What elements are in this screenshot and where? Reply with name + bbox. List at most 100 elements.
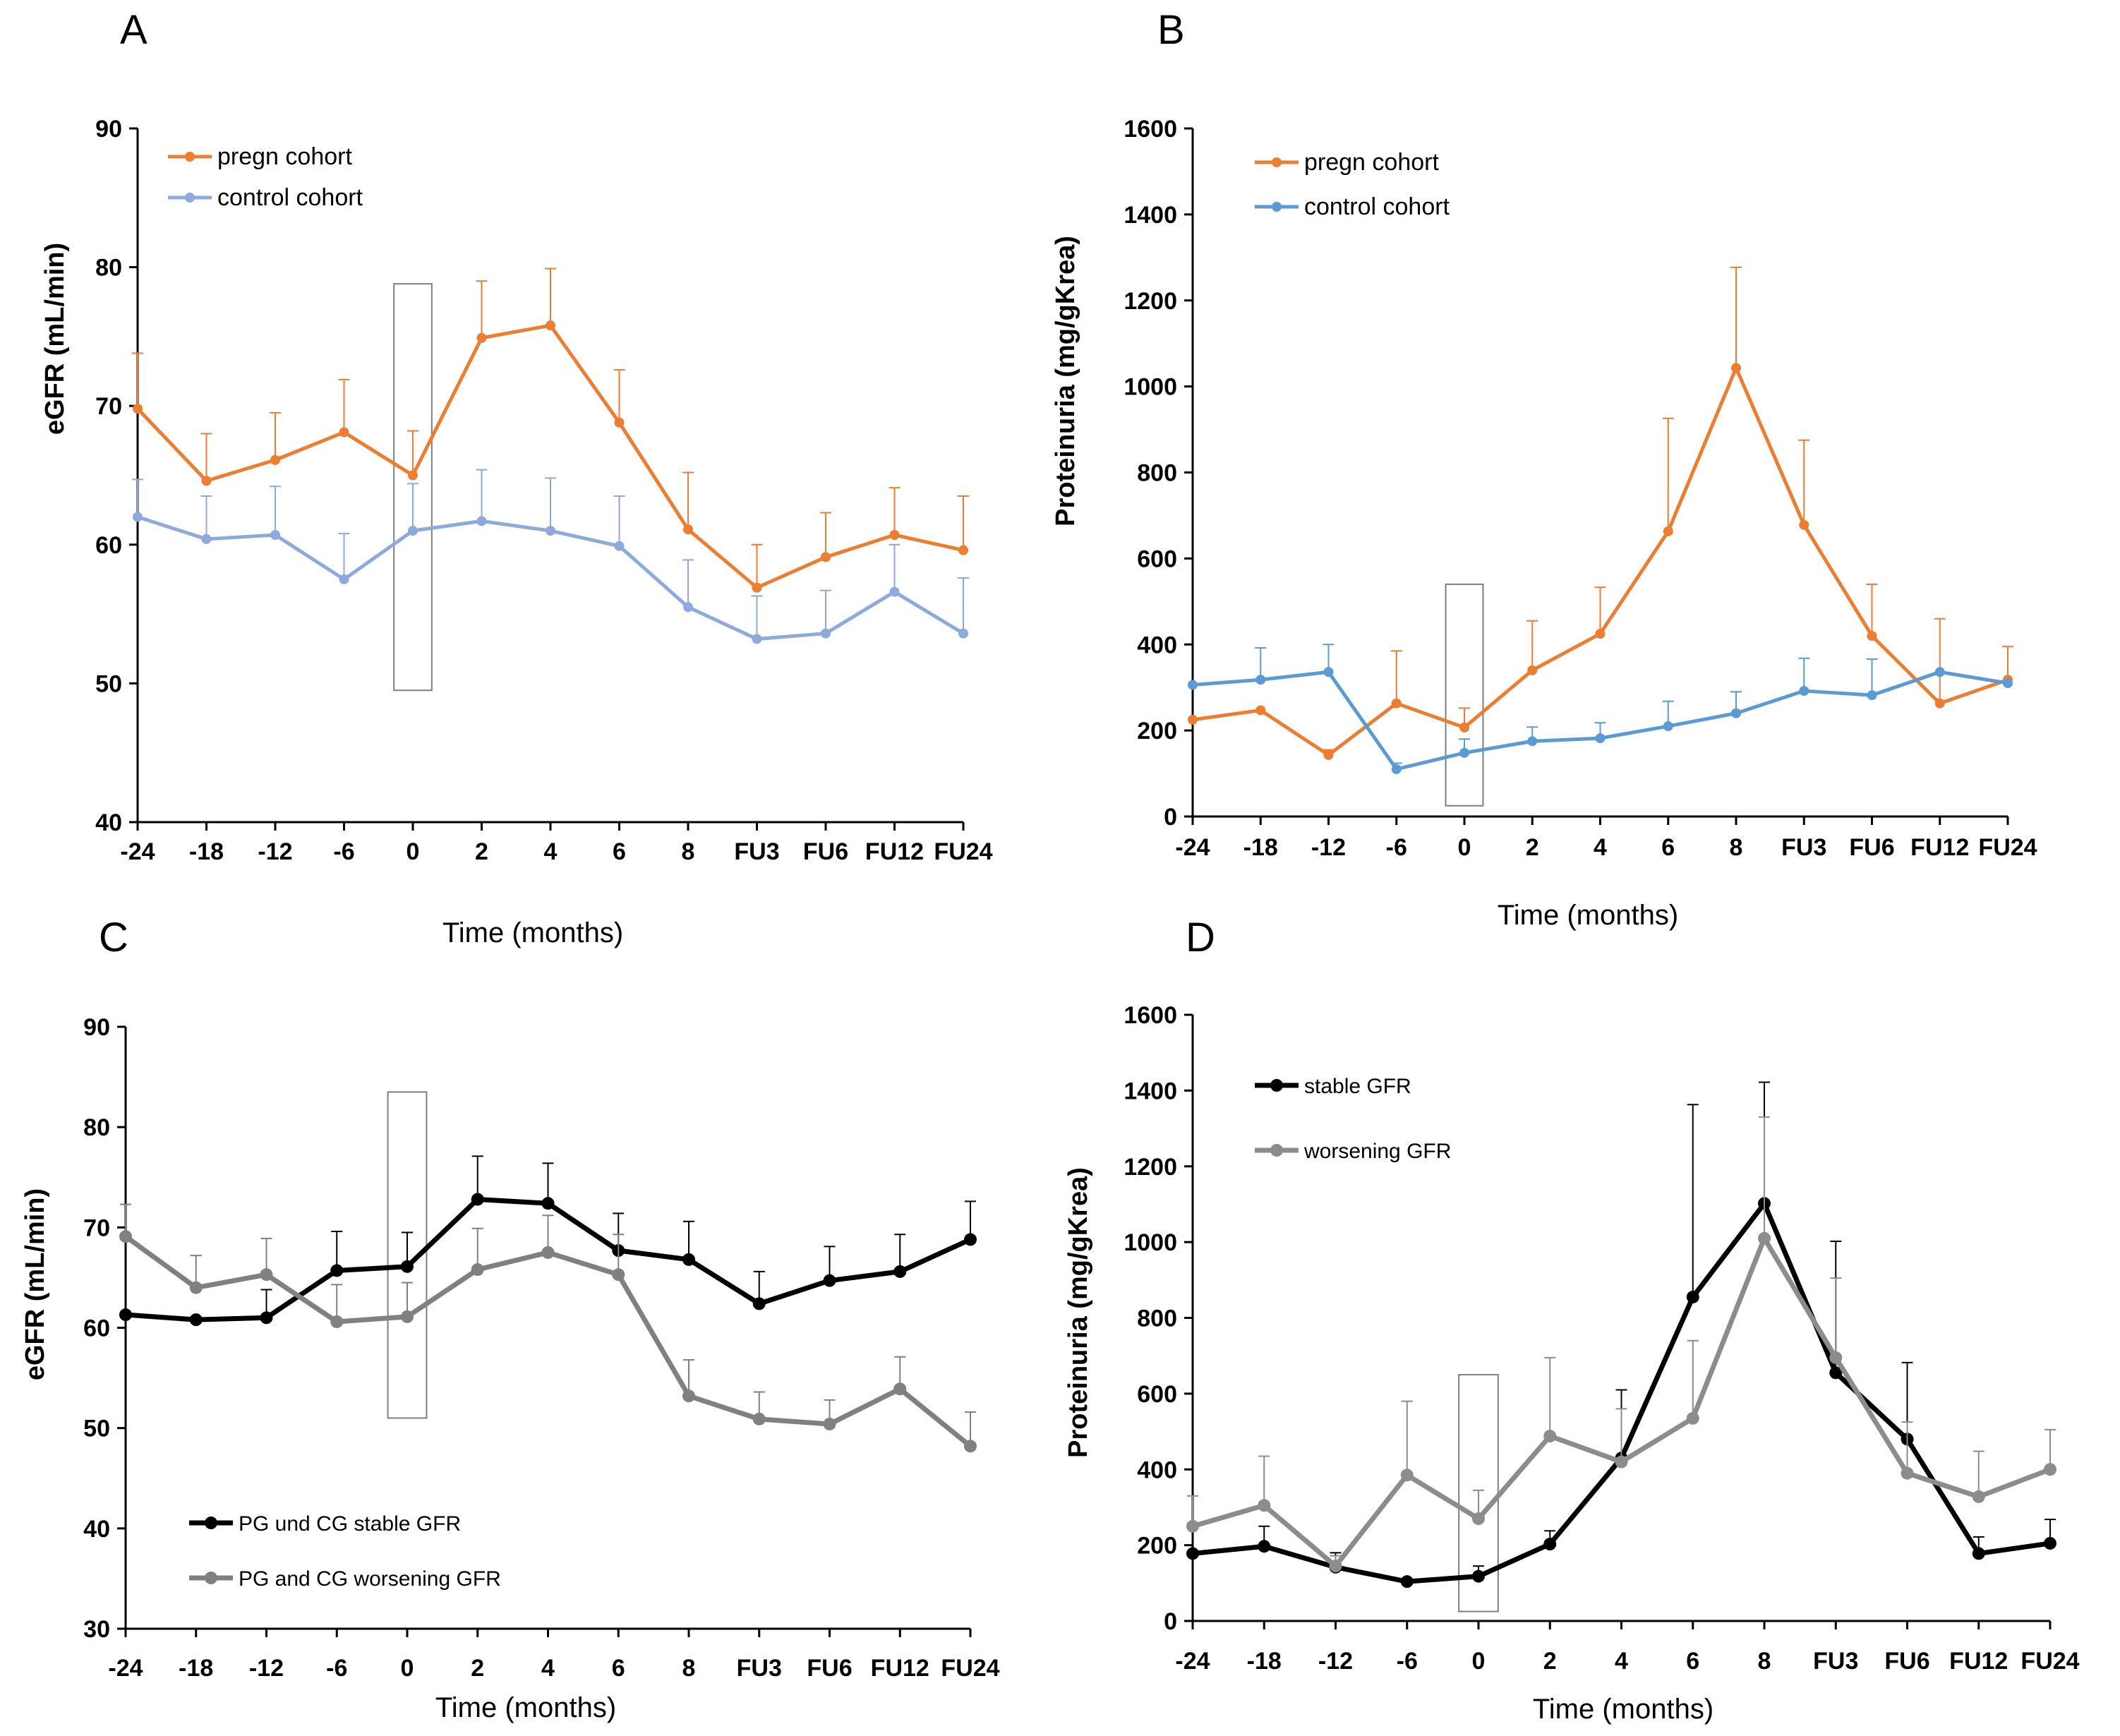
x-tick-label: FU3: [734, 838, 779, 865]
legend-swatch-marker: [185, 152, 195, 162]
y-tick-label: 1600: [1124, 116, 1177, 143]
legend-label: pregn cohort: [1304, 149, 1439, 176]
x-tick-label: 4: [1594, 834, 1607, 861]
data-point: [119, 1308, 132, 1322]
data-point: [683, 524, 693, 535]
data-point: [330, 1315, 344, 1328]
y-tick-label: 90: [83, 1014, 110, 1041]
data-point: [471, 1193, 484, 1206]
data-point: [821, 628, 831, 639]
x-tick-label: -24: [108, 1655, 143, 1682]
data-point: [1323, 667, 1334, 677]
x-tick-label: 2: [1543, 1648, 1557, 1675]
data-point: [1867, 631, 1877, 641]
data-point: [119, 1230, 132, 1243]
data-point: [1731, 363, 1741, 373]
legend-label: PG und CG stable GFR: [239, 1512, 461, 1536]
y-tick-label: 80: [83, 1114, 110, 1141]
data-point: [1686, 1290, 1699, 1303]
x-tick-label: 6: [612, 1655, 625, 1682]
data-point: [201, 534, 212, 544]
data-point: [270, 530, 280, 541]
y-tick-label: 70: [95, 393, 122, 420]
data-point: [1258, 1540, 1271, 1553]
data-point: [1829, 1351, 1843, 1364]
data-point: [752, 634, 762, 644]
data-point: [1459, 722, 1469, 733]
y-tick-label: 1200: [1124, 1154, 1177, 1181]
y-tick-label: 400: [1137, 632, 1177, 658]
x-tick-label: 8: [1758, 1648, 1771, 1675]
data-point: [1400, 1575, 1414, 1589]
x-tick-label: -6: [333, 838, 354, 865]
data-point: [1391, 698, 1402, 709]
legend-swatch-marker: [205, 1517, 217, 1529]
x-tick-label: FU6: [1849, 834, 1894, 861]
data-point: [1663, 721, 1673, 732]
y-tick-label: 40: [95, 809, 122, 836]
x-tick-label: -18: [179, 1655, 213, 1682]
data-point: [821, 552, 831, 562]
data-point: [683, 602, 693, 613]
x-tick-label: 4: [1615, 1648, 1628, 1675]
y-tick-label: 80: [95, 255, 122, 282]
data-point: [541, 1246, 555, 1259]
y-tick-label: 30: [83, 1616, 110, 1643]
legend-label: control cohort: [217, 184, 363, 211]
data-point: [189, 1281, 203, 1294]
data-point: [339, 427, 349, 438]
y-tick-label: 600: [1137, 1381, 1177, 1408]
data-point: [1186, 1519, 1199, 1533]
data-point: [1258, 1499, 1271, 1512]
x-tick-label: -6: [1397, 1648, 1418, 1675]
data-point: [1972, 1547, 1985, 1560]
data-point: [964, 1233, 977, 1246]
x-tick-label: FU3: [737, 1655, 782, 1682]
y-tick-label: 40: [83, 1516, 110, 1543]
x-tick-label: 0: [401, 1655, 414, 1682]
x-tick-label: 6: [1686, 1648, 1699, 1675]
y-tick-label: 1000: [1124, 374, 1177, 401]
x-tick-label: FU6: [807, 1655, 852, 1682]
data-point: [889, 586, 900, 597]
x-tick-label: -6: [1386, 834, 1407, 861]
data-point: [330, 1264, 344, 1277]
data-point: [260, 1268, 273, 1282]
panel-letter-a: A: [120, 7, 147, 53]
data-point: [958, 628, 968, 639]
x-tick-label: -6: [326, 1655, 347, 1682]
x-tick-label: FU3: [1781, 834, 1826, 861]
data-point: [1543, 1430, 1557, 1443]
data-point: [260, 1311, 273, 1325]
data-point: [1972, 1490, 1985, 1503]
panel-letter-b: B: [1157, 7, 1185, 53]
data-point: [1543, 1538, 1557, 1551]
data-point: [1527, 736, 1538, 747]
data-point: [1731, 708, 1741, 718]
x-tick-label: -12: [258, 838, 292, 865]
x-tick-label: -12: [1311, 834, 1346, 861]
data-point: [958, 545, 968, 555]
data-point: [133, 512, 143, 522]
x-tick-label: 8: [682, 838, 695, 865]
x-tick-label: 0: [1472, 1648, 1486, 1675]
data-point: [1829, 1366, 1843, 1380]
time-zero-highlight-box: [393, 283, 433, 692]
data-point: [546, 526, 555, 536]
data-point: [682, 1390, 695, 1403]
data-point: [1400, 1469, 1414, 1482]
data-point: [1472, 1512, 1485, 1526]
y-tick-label: 1000: [1124, 1229, 1177, 1256]
y-tick-label: 60: [83, 1315, 110, 1342]
legend-label: control cohort: [1304, 193, 1450, 220]
x-tick-label: FU24: [2020, 1648, 2079, 1675]
x-tick-label: -18: [1243, 834, 1278, 861]
y-tick-label: 200: [1137, 1533, 1177, 1560]
x-tick-label: 8: [1730, 834, 1743, 861]
chart-panel-a: eGFR (mL/min) Time (months) 405060708090…: [40, 116, 993, 948]
data-point: [408, 526, 418, 536]
x-tick-label: FU6: [1884, 1648, 1929, 1675]
data-point: [1867, 690, 1877, 701]
data-point: [1329, 1560, 1342, 1573]
